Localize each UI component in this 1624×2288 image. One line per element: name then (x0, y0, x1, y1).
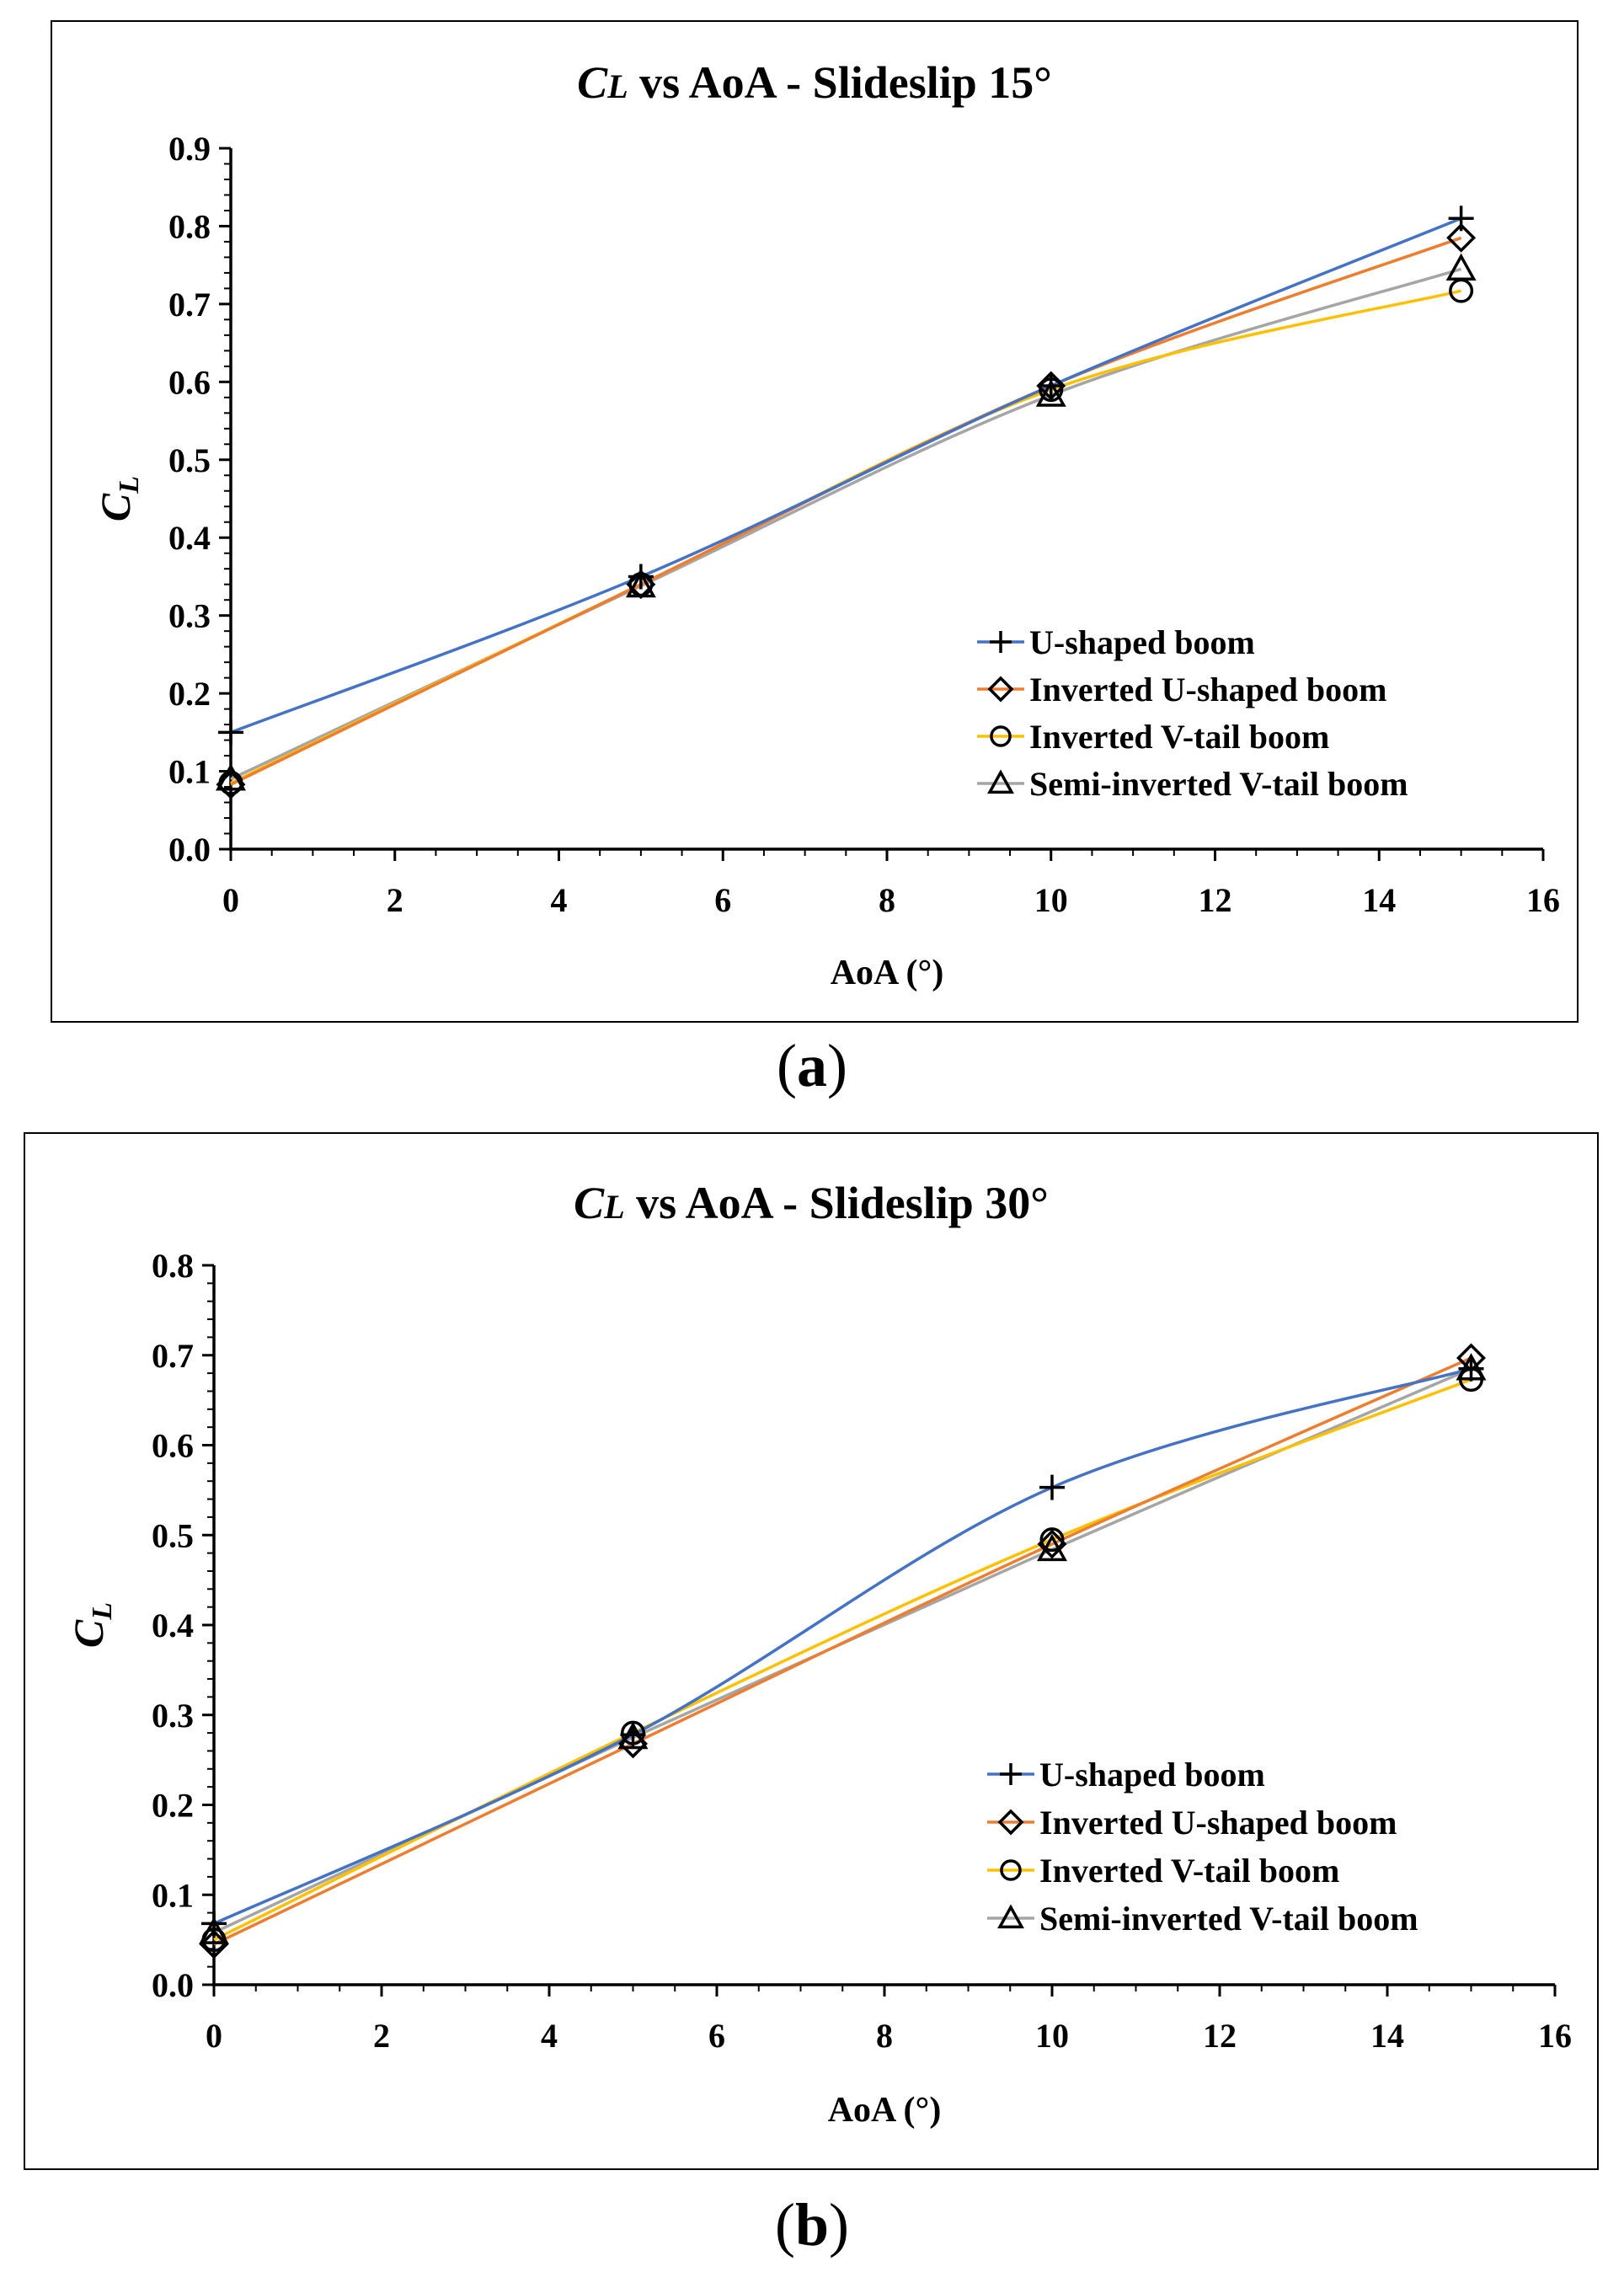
chart-title: CL vs AoA - Slideslip 30° (574, 1178, 1049, 1228)
x-tick-label: 4 (541, 2017, 558, 2055)
data-point-3-1 (625, 569, 656, 598)
y-tick-label: 0.6 (152, 1427, 194, 1465)
series-line-2 (230, 289, 1462, 784)
y-tick-label: 0.8 (152, 1247, 194, 1285)
y-tick-label: 0.2 (168, 675, 211, 713)
x-tick-label: 16 (1538, 2017, 1572, 2055)
x-tick-label: 14 (1370, 2017, 1404, 2055)
x-tick-label: 4 (551, 881, 568, 919)
legend-marker-1 (987, 676, 1014, 703)
legend: U-shaped boom Inverted U-shaped boom Inver… (977, 623, 1408, 803)
y-tick-label: 0.1 (152, 1876, 194, 1914)
legend-marker-2 (1000, 1859, 1022, 1881)
y-tick-label: 0.0 (168, 831, 211, 869)
caption-a: (a) (777, 1032, 847, 1099)
series-line-0 (213, 1367, 1472, 1926)
legend-label-2: Inverted V-tail boom (1029, 718, 1329, 756)
y-tick-label: 0.4 (168, 519, 211, 557)
y-tick-label: 0.7 (168, 286, 211, 323)
caption-b-label: b (794, 2191, 830, 2259)
legend-marker-3 (987, 769, 1014, 794)
y-tick-label: 0.5 (168, 441, 211, 479)
data-point-1-3 (1456, 1343, 1486, 1373)
y-tick-label: 0.9 (168, 130, 211, 168)
data-point-3-1 (617, 1721, 649, 1750)
data-point-3-2 (1035, 379, 1066, 407)
data-point-1-0 (199, 1929, 229, 1959)
x-tick-label: 2 (387, 881, 403, 919)
legend: U-shaped boom Inverted U-shaped boom Inver… (987, 1756, 1418, 1938)
series-group (216, 206, 1477, 799)
data-point-3-0 (199, 1916, 229, 1944)
data-point-3-3 (1445, 253, 1477, 281)
y-tick-label: 0.8 (168, 207, 211, 245)
legend-label-0: U-shaped boom (1029, 623, 1255, 661)
y-tick-label: 0.6 (168, 363, 211, 401)
data-point-0-0 (218, 719, 243, 746)
data-point-3-2 (1037, 1533, 1067, 1562)
axes: 0.0 0.1 0.2 0.3 0.4 0.5 0.6 0.7 0.8 0.9 0 2 4 6 8 10 12 1… (168, 130, 1560, 919)
chart-title: CL vs AoA - Slideslip 15° (577, 57, 1052, 108)
series-group (199, 1343, 1487, 1959)
caption-a-label: a (797, 1032, 827, 1099)
series-line-2 (213, 1377, 1472, 1942)
chart-panel-b: CL vs AoA - Slideslip 30° 0.0 0.1 0.2 0.3 0.4… (24, 1132, 1599, 2170)
x-axis-label: AoA (°) (831, 954, 944, 992)
series-line-1 (213, 1356, 1472, 1946)
x-tick-label: 0 (222, 881, 239, 919)
y-axis-label: CL (65, 1602, 118, 1648)
x-tick-label: 8 (876, 2017, 893, 2055)
chart-a: CL vs AoA - Slideslip 15° 0.0 0.1 0.2 0.3 0.4… (92, 57, 1560, 992)
legend-marker-0 (1000, 1763, 1022, 1785)
axes: 0.0 0.1 0.2 0.3 0.4 0.5 0.6 0.7 0.8 0 2 4 6 8 10 12 14 16 (152, 1247, 1572, 2055)
x-tick-label: 12 (1199, 881, 1232, 919)
data-point-1-2 (1037, 1529, 1067, 1559)
y-tick-label: 0.7 (152, 1337, 194, 1375)
y-tick-label: 0.3 (152, 1697, 194, 1735)
x-tick-label: 10 (1035, 2017, 1069, 2055)
series-line-3 (213, 1367, 1472, 1934)
data-point-2-2 (1039, 377, 1064, 403)
y-tick-label: 0.3 (168, 597, 211, 635)
data-point-3-3 (1456, 1353, 1487, 1381)
y-axis-label: CL (92, 476, 145, 521)
data-point-1-3 (1446, 222, 1477, 253)
x-tick-label: 14 (1362, 881, 1396, 919)
x-tick-label: 2 (373, 2017, 390, 2055)
x-tick-label: 6 (708, 2017, 725, 2055)
chart-panel-a: CL vs AoA - Slideslip 15° 0.0 0.1 0.2 0.3 0.4… (51, 20, 1579, 1023)
x-tick-label: 0 (206, 2017, 222, 2055)
x-axis-label: AoA (°) (828, 2091, 942, 2130)
x-tick-label: 8 (879, 881, 895, 919)
x-tick-label: 16 (1526, 881, 1560, 919)
legend-label-0: U-shaped boom (1039, 1756, 1265, 1794)
y-tick-label: 0.5 (152, 1516, 194, 1554)
data-point-0-2 (1039, 1474, 1065, 1500)
data-point-2-2 (1039, 1527, 1065, 1553)
x-tick-label: 6 (714, 881, 731, 919)
x-tick-label: 12 (1203, 2017, 1237, 2055)
legend-marker-0 (990, 631, 1012, 653)
legend-label-2: Inverted V-tail boom (1039, 1852, 1339, 1890)
y-tick-label: 0.2 (152, 1787, 194, 1825)
data-point-3-0 (216, 763, 246, 791)
caption-b: (b) (774, 2191, 849, 2259)
legend-label-1: Inverted U-shaped boom (1039, 1804, 1397, 1842)
chart-b: CL vs AoA - Slideslip 30° 0.0 0.1 0.2 0.3 0.4… (65, 1178, 1572, 2130)
legend-marker-2 (990, 725, 1012, 747)
legend-marker-3 (997, 1904, 1024, 1929)
legend-label-3: Semi-inverted V-tail boom (1039, 1900, 1418, 1938)
legend-marker-1 (997, 1809, 1024, 1836)
y-tick-label: 0.0 (152, 1966, 194, 2004)
x-tick-label: 10 (1034, 881, 1068, 919)
series-line-0 (230, 217, 1462, 734)
legend-label-1: Inverted U-shaped boom (1029, 671, 1386, 708)
y-tick-label: 0.4 (152, 1606, 194, 1644)
y-tick-label: 0.1 (168, 753, 211, 791)
legend-label-3: Semi-inverted V-tail boom (1029, 765, 1408, 803)
data-point-0-2 (1038, 372, 1064, 398)
